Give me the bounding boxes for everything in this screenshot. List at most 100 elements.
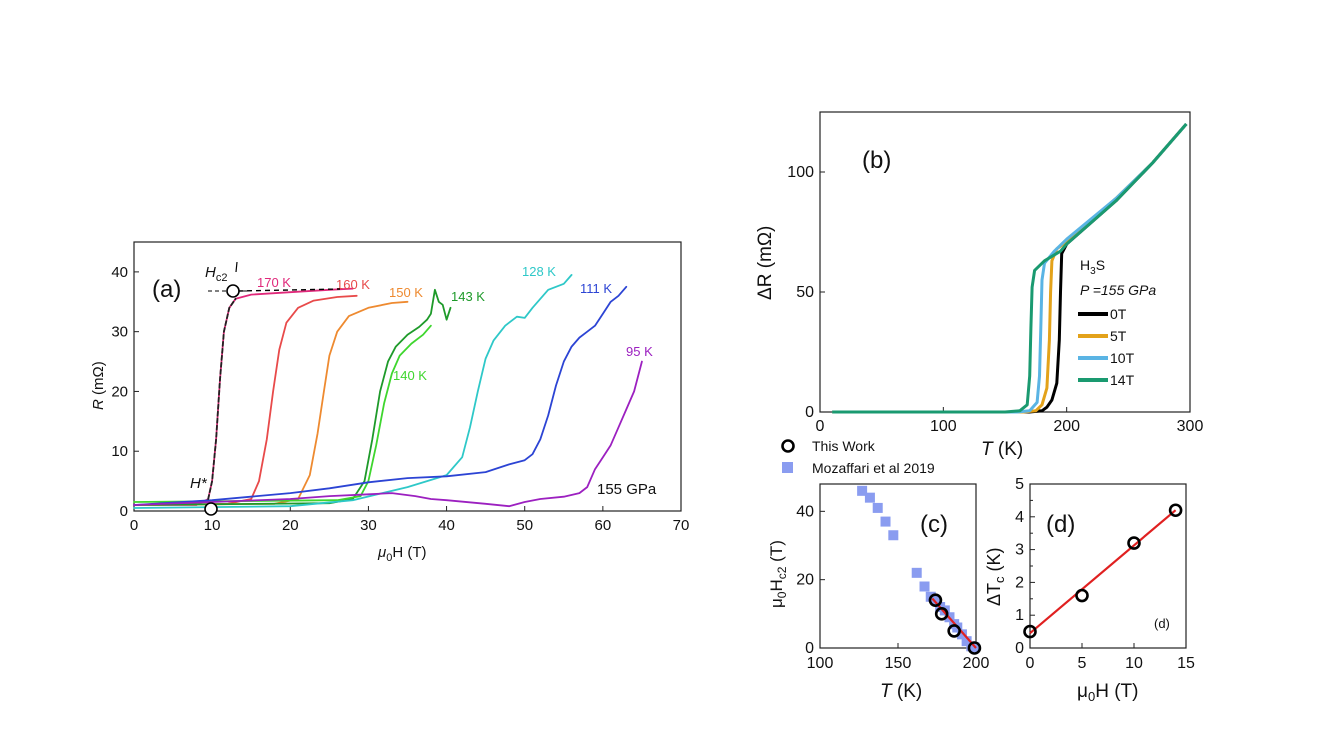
panel-b-xlabel: T (K): [981, 439, 1023, 460]
y-tick-label: 1: [1015, 607, 1024, 624]
panel-d-ticks: 0 5 10 15 0 1 2 3 4 5: [1015, 476, 1195, 672]
x-tick-label: 40: [438, 517, 455, 534]
panel-a-hc2-dash-right: [237, 288, 341, 292]
panel-a-frame: [133, 241, 682, 512]
y-tick-label: 20: [111, 383, 128, 400]
mozaffari-point: [872, 502, 883, 513]
series-label: 140 K: [393, 368, 427, 383]
panel-a-hc2-label: Hc2: [205, 264, 227, 284]
y-tick-label: 40: [796, 503, 814, 520]
x-tick-label: 10: [1125, 655, 1143, 672]
x-tick-label: 30: [360, 517, 377, 534]
panel-d-xlabel: μ0H (T): [1077, 681, 1138, 704]
legend-mozaffari-label: Mozaffari et al 2019: [812, 460, 935, 476]
y-tick-label: 20: [796, 572, 814, 589]
series-label: 160 K: [336, 277, 370, 292]
series-label: 170 K: [257, 275, 291, 290]
x-tick-label: 100: [930, 418, 957, 435]
y-tick-label: 0: [805, 640, 814, 657]
panel-d-ylabel: ΔTc (K): [984, 547, 1007, 606]
mozaffari-point: [880, 516, 891, 527]
panel-a-xlabel: μ0H (T): [377, 544, 427, 564]
panel-d-inner-label: (d): [1154, 616, 1170, 631]
this-work-point: [947, 624, 961, 638]
panel-c-label: (c): [920, 511, 948, 538]
y-tick-label: 50: [796, 284, 814, 301]
panel-b-legend-items: 0T 5T 10T 14T: [1078, 306, 1135, 388]
series-label: 111 K: [580, 281, 612, 296]
mozaffari-point: [956, 629, 967, 640]
panel-c-xlabel: T (K): [880, 681, 922, 702]
x-tick-label: 0: [1026, 655, 1035, 672]
panel-b-ylabel: ΔR (mΩ): [755, 226, 776, 300]
this-work-point: [1127, 536, 1141, 550]
series-line-14T: [832, 123, 1188, 414]
series-line-95K: [133, 360, 643, 508]
panel-a-label: (a): [152, 276, 181, 303]
panel-b-ticks: 0 100 200 300 0 50 100: [787, 164, 1203, 435]
this-work-point: [934, 607, 949, 621]
fit-line: [1029, 509, 1177, 635]
y-tick-label: 2: [1015, 574, 1024, 591]
panel-b-legend-pressure: P =155 GPa: [1080, 282, 1156, 298]
panel-a-series: 170 K 160 K 150 K 143 K 140 K 128 K 111 K 95 K: [133, 264, 653, 509]
mozaffari-point: [888, 530, 899, 541]
legend-mozaffari-marker: [782, 462, 793, 473]
y-tick-label: 0: [1015, 640, 1024, 657]
x-tick-label: 200: [963, 655, 990, 672]
series-line-111K: [133, 285, 628, 506]
mozaffari-point: [919, 581, 930, 592]
y-tick-label: 3: [1015, 542, 1024, 559]
x-tick-label: 200: [1053, 418, 1080, 435]
panel-d-points: [1023, 503, 1183, 639]
series-line-128K: [133, 274, 573, 509]
y-tick-label: 30: [111, 324, 128, 341]
series-line-10T: [832, 123, 1188, 414]
this-work-point: [1023, 624, 1037, 639]
legend-this-work-marker: [781, 439, 795, 453]
x-tick-label: 0: [816, 418, 825, 435]
series-170K-fit-dash: [207, 297, 237, 500]
x-tick-label: 10: [204, 517, 221, 534]
panel-a-hc2-marker: [226, 284, 240, 298]
this-work-point: [1168, 503, 1183, 518]
legend-label-10T: 10T: [1110, 350, 1135, 366]
mozaffari-point: [857, 485, 868, 496]
x-tick-label: 300: [1177, 418, 1204, 435]
this-work-point: [928, 593, 943, 607]
legend-this-work-label: This Work: [812, 438, 876, 454]
x-tick-label: 150: [885, 655, 912, 672]
panel-a-hstar-marker: [204, 502, 218, 516]
this-work-point: [967, 641, 982, 655]
x-tick-label: 15: [1177, 655, 1195, 672]
legend-label-14T: 14T: [1110, 372, 1135, 388]
panel-b: 0 100 200 300 0 50 100 (b) H3S P =155 GPa 0T 5T…: [755, 111, 1203, 460]
x-tick-label: 5: [1078, 655, 1087, 672]
x-tick-label: 20: [282, 517, 299, 534]
series-label: 128 K: [522, 264, 556, 279]
panel-c-ticks: 100 150 200 0 20 40: [796, 503, 989, 672]
panel-d-label: (d): [1046, 511, 1075, 538]
series-label: 95 K: [626, 344, 653, 359]
series-label: 143 K: [451, 289, 485, 304]
y-tick-label: 0: [805, 404, 814, 421]
panel-b-label: (b): [862, 147, 891, 174]
mozaffari-point: [911, 567, 922, 578]
panel-d: 0 5 10 15 0 1 2 3 4 5 (d) (d) μ0H (T) ΔTc (K): [984, 476, 1195, 704]
mozaffari-point: [930, 595, 941, 606]
y-tick-label: 10: [111, 443, 128, 460]
x-tick-label: 50: [516, 517, 533, 534]
panel-b-series: [832, 123, 1188, 414]
panel-a-pressure-annotation: 155 GPa: [597, 481, 657, 498]
series-line-170K: [133, 287, 354, 506]
series-line-140K: [133, 324, 432, 503]
panel-c: 100 150 200 0 20 40 (c) T (K) μ0Hc2 (T): [767, 483, 989, 702]
panel-c-ylabel: μ0Hc2 (T): [767, 540, 789, 608]
y-tick-label: 4: [1015, 509, 1024, 526]
series-label: 150 K: [389, 285, 423, 300]
legend-label-0T: 0T: [1110, 306, 1127, 322]
y-tick-label: 40: [111, 264, 128, 281]
mozaffari-point: [864, 492, 875, 503]
panel-a-hc2-tick: [235, 261, 238, 273]
panel-a-ticks: 0 10 20 30 40 50 60 70 0 10 20 30 40: [111, 264, 689, 534]
